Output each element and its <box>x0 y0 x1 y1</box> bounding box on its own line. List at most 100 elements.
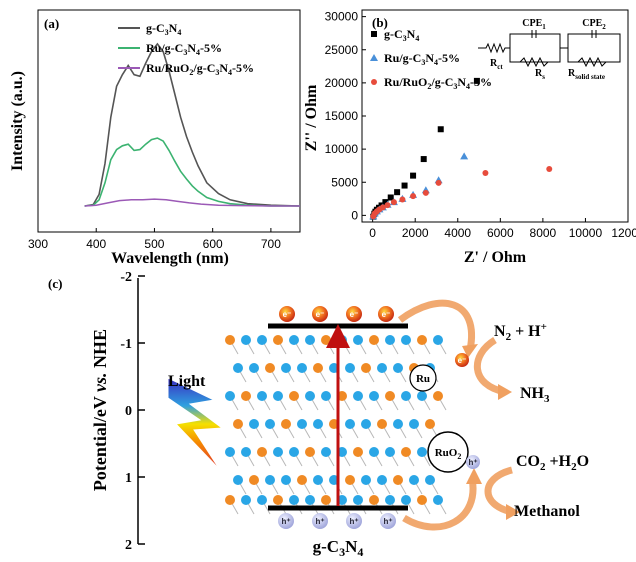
carbon-atom <box>369 335 379 345</box>
panel-a-x-tick-label: 600 <box>203 237 223 251</box>
panel-a-x-tick-label: 500 <box>144 237 164 251</box>
panel-b-point-circle <box>371 79 377 85</box>
hole-label: h⁺ <box>383 517 392 526</box>
electron-label: e⁻ <box>350 310 359 319</box>
panel-a-legend-entry: Ru/RuO2/g-C3N4-5% <box>146 61 254 77</box>
panel-a-y-axis-label: Intensity (a.u.) <box>9 71 26 171</box>
panel-a-x-tick-label: 300 <box>28 237 48 251</box>
panel-b-point-circle <box>390 199 397 206</box>
carbon-atom <box>225 495 235 505</box>
transferred-hole <box>466 455 480 469</box>
panel-a-legend-entry: g-C3N4 <box>146 21 181 37</box>
panel-b-y-tick-label: 25000 <box>325 43 359 57</box>
hole <box>312 513 328 529</box>
panel-b-y-tick-label: 20000 <box>325 76 359 90</box>
carbon-atom <box>297 475 307 485</box>
nitrogen-atom <box>281 363 291 373</box>
material-label: g-C3N4 <box>313 537 364 559</box>
g-c3n4-lattice <box>225 335 447 515</box>
electron-transfer-arrow <box>397 299 475 351</box>
carbon-atom <box>417 335 427 345</box>
carbon-atom <box>273 495 283 505</box>
nitrogen-atom <box>417 447 427 457</box>
panel-b-point-circle <box>384 202 391 209</box>
panel-b-point-square <box>401 182 408 189</box>
panel-b-point-circle <box>410 193 417 200</box>
nitrogen-atom <box>257 391 267 401</box>
nitrogen-atom <box>233 475 243 485</box>
nitrogen-atom <box>369 391 379 401</box>
equivalent-circuit: CPE1 CPE2 Rct Rs Rsolid state <box>478 18 621 81</box>
carbon-atom <box>265 363 275 373</box>
panel-c-y-tick-label: 1 <box>125 471 132 486</box>
nitrogen-atom <box>241 447 251 457</box>
electron <box>312 306 328 322</box>
panel-c-y-tick-label: -2 <box>120 270 132 285</box>
electron <box>346 306 362 322</box>
panel-c-mechanism-diagram: (c) -2 -1 0 1 2 Potential/eV vs. NHE e⁻ e⁻ e⁻ e… <box>48 270 589 559</box>
panel-b-point-circle <box>399 196 406 203</box>
product-n2-h: N2 + H+ <box>494 321 547 343</box>
electron-label: e⁻ <box>283 310 292 319</box>
nitrogen-atom <box>265 419 275 429</box>
nitrogen-atom <box>433 335 443 345</box>
carbon-atom <box>289 391 299 401</box>
panel-c-y-tick-label: -1 <box>120 337 132 352</box>
nitrogen-atom <box>385 495 395 505</box>
carbon-atom <box>273 335 283 345</box>
panel-a-series-line-0 <box>84 42 301 207</box>
nitrogen-atom <box>281 475 291 485</box>
panel-b-point-square <box>437 126 444 133</box>
carbon-atom <box>233 419 243 429</box>
nitrogen-atom <box>289 335 299 345</box>
panel-b-point-circle <box>482 169 489 176</box>
nitrogen-atom <box>313 475 323 485</box>
carbon-atom <box>425 419 435 429</box>
light-bolt-icon <box>167 377 224 471</box>
panel-b-point-circle <box>422 189 429 196</box>
transferred-hole-label: h⁺ <box>468 458 477 467</box>
panel-c-label: (c) <box>48 276 62 291</box>
carbon-atom <box>361 363 371 373</box>
ru-label: Ru <box>416 373 430 385</box>
panel-c-y-tick-label: 0 <box>125 404 132 419</box>
circuit-label-rct: Rct <box>490 58 503 71</box>
nitrogen-atom <box>225 391 235 401</box>
carbon-atom <box>321 495 331 505</box>
electron <box>279 306 295 322</box>
panel-b-point-square <box>394 189 401 196</box>
carbon-atom <box>433 391 443 401</box>
panel-b-point-circle <box>379 204 386 211</box>
hole-transfer-arrow-head <box>466 468 482 484</box>
panel-b-x-tick-label: 8000 <box>530 226 557 240</box>
circuit-label-rs: Rs <box>535 68 545 81</box>
carbon-atom <box>417 495 427 505</box>
nitrogen-atom <box>409 419 419 429</box>
panel-b-legend-entry: Ru/RuO2/g-C3N4-5% <box>384 75 492 91</box>
panel-a-series-line-2 <box>84 198 300 207</box>
carbon-atom <box>257 447 267 457</box>
carbon-atom <box>345 475 355 485</box>
panel-c-y-axis-label: Potential/eV vs. NHE <box>90 329 110 491</box>
hole-label: h⁺ <box>349 517 358 526</box>
nitrogen-atom <box>305 495 315 505</box>
transferred-electron-label: e⁻ <box>458 356 467 365</box>
ruo2-label: RuO2 <box>435 447 462 461</box>
nitrogen-atom <box>233 363 243 373</box>
carbon-atom <box>249 475 259 485</box>
panel-b-point-triangle <box>460 152 469 160</box>
circuit-label-cpe2: CPE2 <box>582 18 606 31</box>
panel-b-point-circle <box>435 179 442 186</box>
panel-b-y-tick-label: 5000 <box>331 175 358 189</box>
panel-b-x-tick-label: 0 <box>369 226 376 240</box>
panel-a-plot-frame <box>37 9 301 233</box>
panel-b-y-tick-label: 30000 <box>325 10 359 24</box>
carbon-atom <box>377 419 387 429</box>
hole <box>278 513 294 529</box>
nitrogen-atom <box>305 391 315 401</box>
electron <box>378 306 394 322</box>
hole-transfer-arrow <box>402 477 477 531</box>
nitrogen-atom <box>401 335 411 345</box>
